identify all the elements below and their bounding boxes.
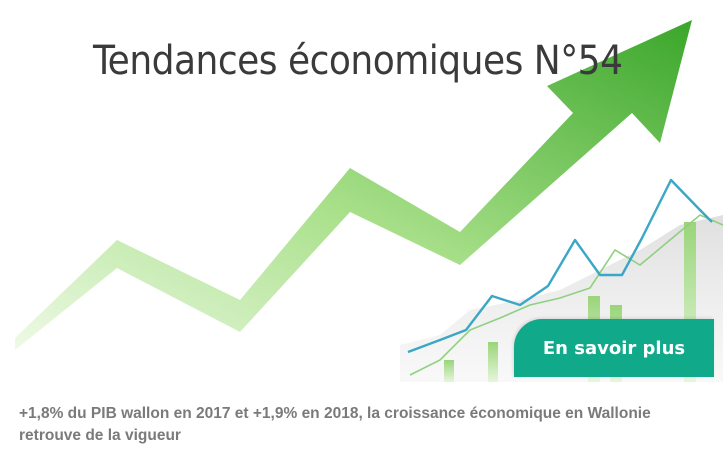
learn-more-button[interactable]: En savoir plus [514, 319, 714, 377]
mini-chart-green-line [409, 214, 723, 376]
article-caption[interactable]: +1,8% du PIB wallon en 2017 et +1,9% en … [19, 405, 651, 444]
hero-banner[interactable]: Tendances économiques N°54 En savoir plu… [0, 0, 723, 382]
arrow-shape [15, 20, 692, 350]
banner-title: Tendances économiques N°54 [93, 38, 623, 84]
mini-chart-blue-line [407, 178, 713, 354]
